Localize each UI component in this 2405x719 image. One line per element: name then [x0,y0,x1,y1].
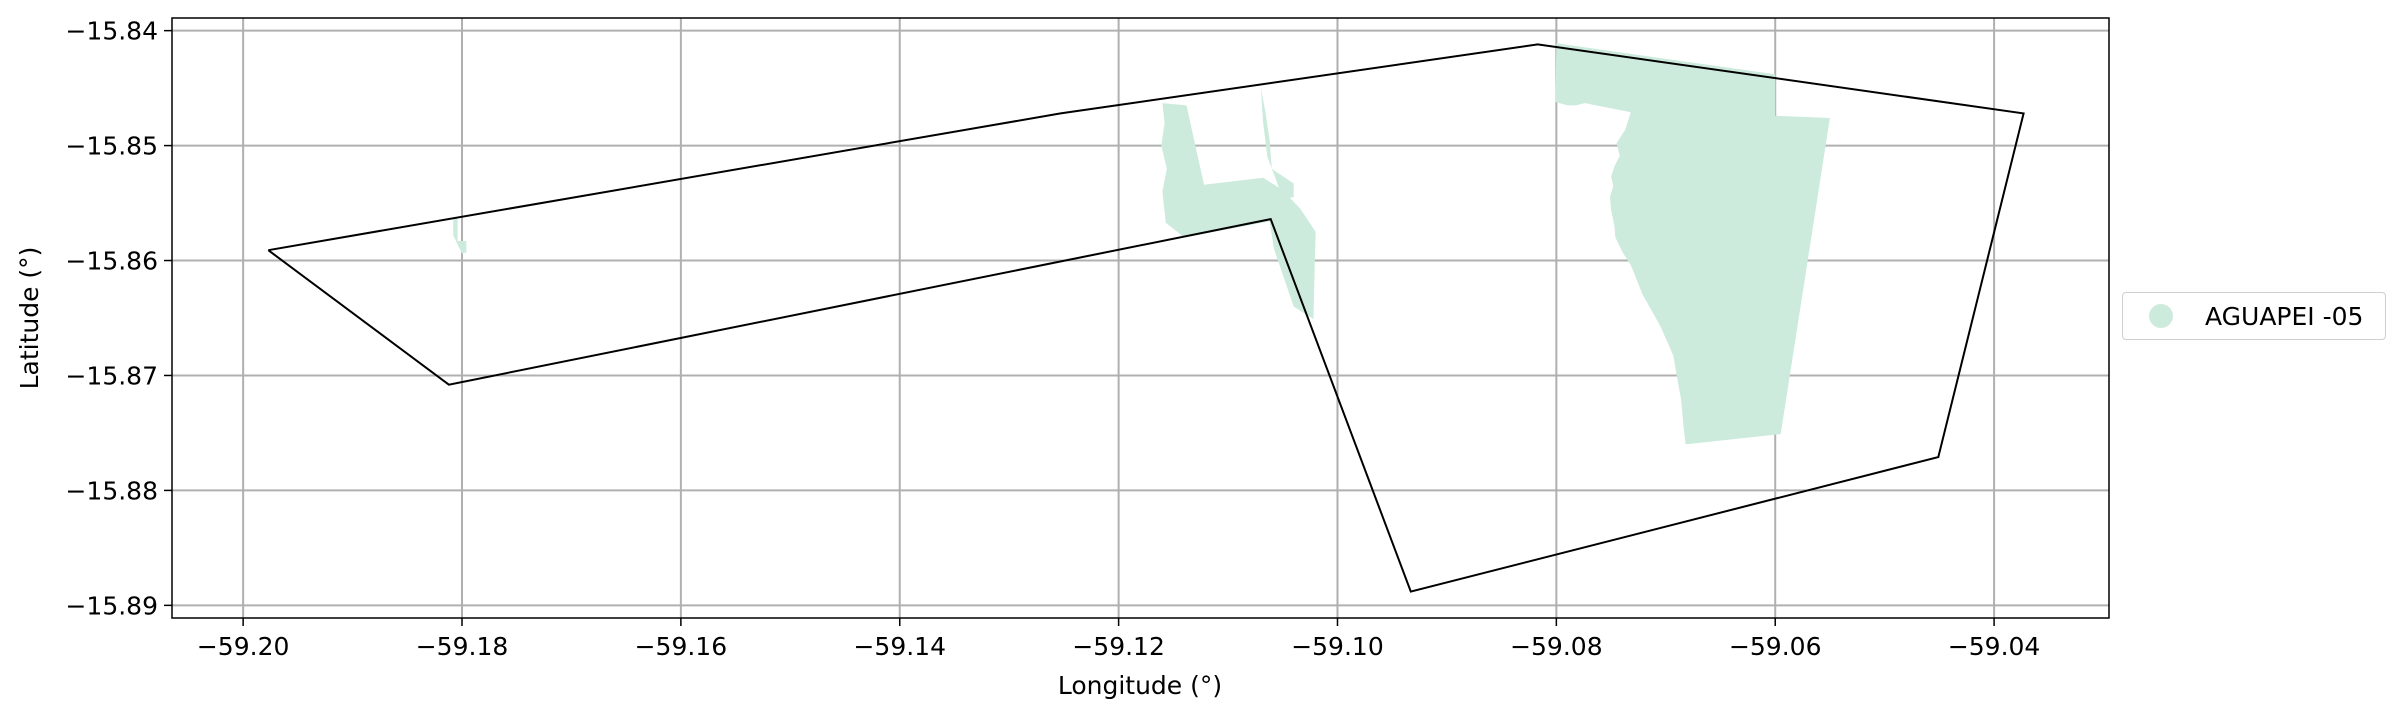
x-tick-label: −59.16 [635,632,728,661]
boundary-layer [267,43,2025,593]
y-tick-label: −15.84 [65,17,158,46]
x-tick-label: −59.14 [853,632,946,661]
y-tick-label: −15.87 [65,361,158,390]
y-tick-label: −15.89 [65,591,158,620]
x-axis-label: Longitude (°) [1058,671,1222,700]
x-tick-label: −59.20 [197,632,290,661]
aguapei-area [453,218,467,254]
x-tick-label: −59.10 [1291,632,1384,661]
y-tick-label: −15.85 [65,132,158,161]
grid-layer [172,18,2109,618]
boundary-outline [267,43,2025,593]
x-tick-label: −59.04 [1948,632,2041,661]
fill-layer [453,43,1830,445]
x-tick-label: −59.18 [416,632,509,661]
aguapei-area [1161,103,1316,320]
legend-label: AGUAPEI -05 [2205,302,2364,331]
aguapei-area [1555,43,1830,445]
tick-layer: −59.20 −59.18 −59.16 −59.14 −59.12 −59.10 −59.… [65,17,2040,661]
plot-frame [171,17,2110,619]
legend: AGUAPEI -05 [2122,292,2386,340]
aguapei-area [1260,88,1294,199]
legend-marker [2149,304,2173,328]
x-tick-label: −59.12 [1072,632,1165,661]
x-tick-label: −59.08 [1510,632,1603,661]
x-tick-label: −59.06 [1729,632,1822,661]
y-tick-label: −15.88 [65,476,158,505]
y-tick-label: −15.86 [65,247,158,276]
y-axis-label: Latitude (°) [15,247,44,390]
